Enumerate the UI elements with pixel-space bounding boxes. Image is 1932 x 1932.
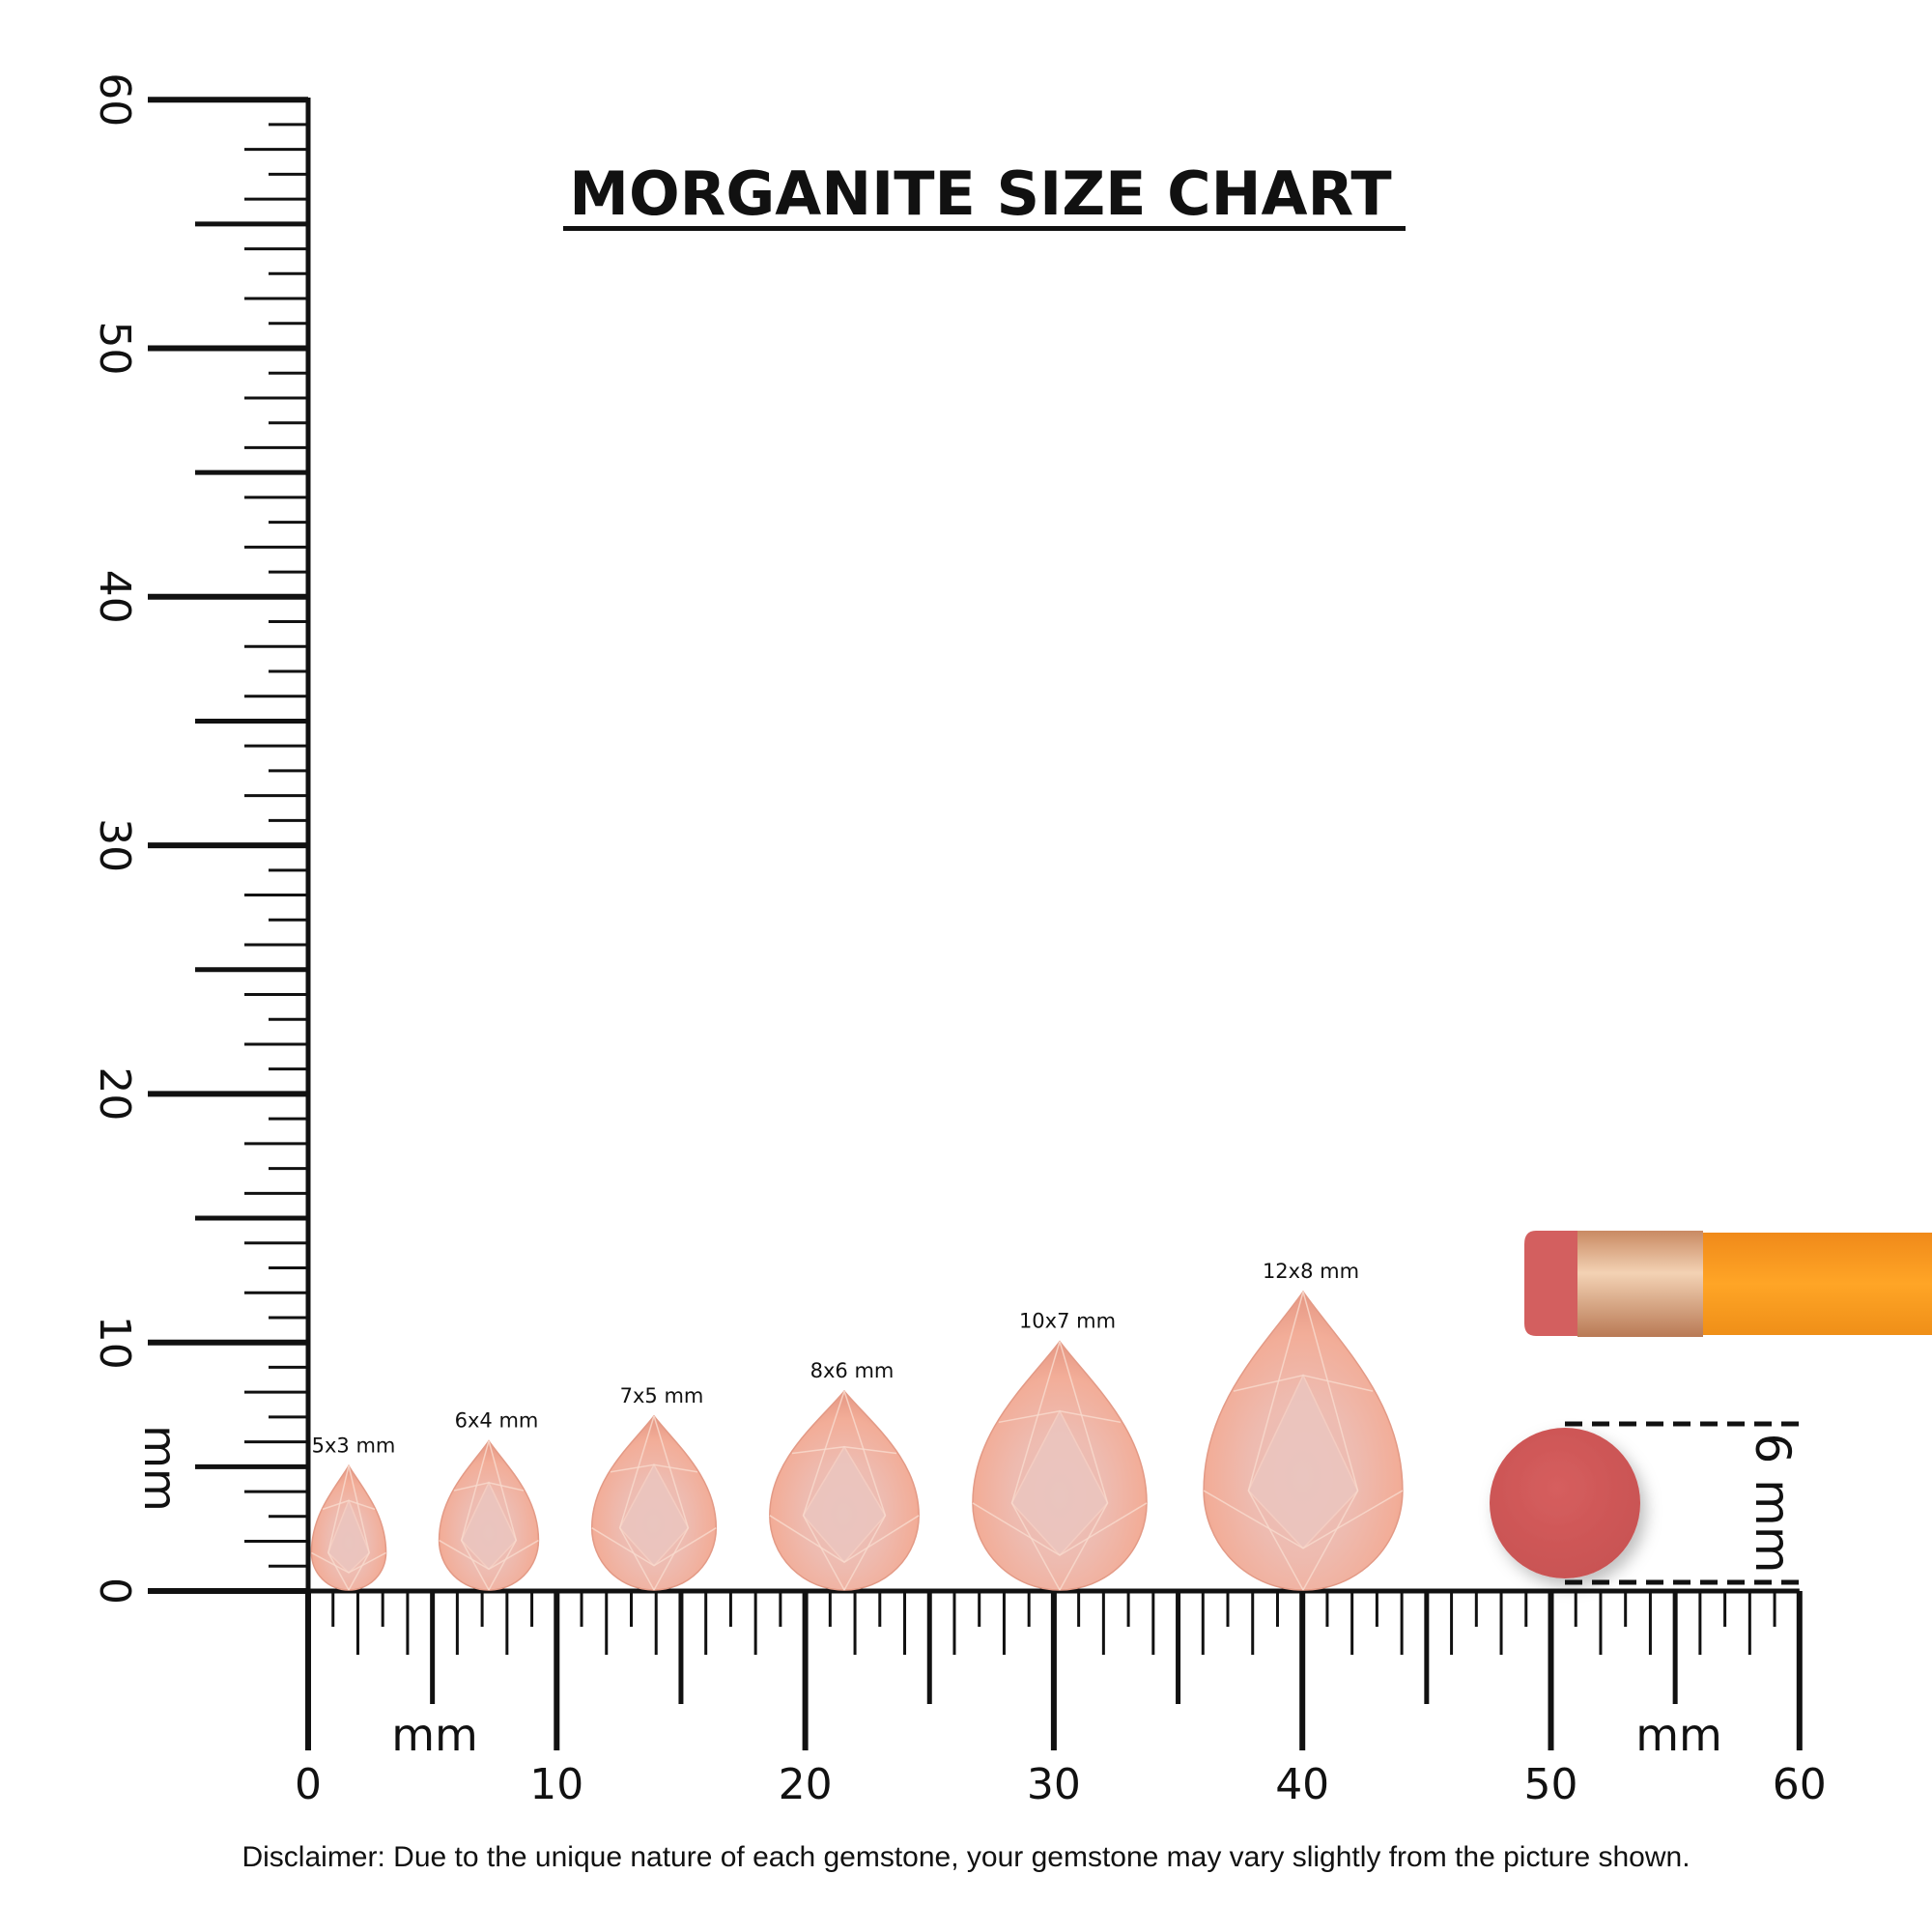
gem-facet-line — [653, 1415, 690, 1528]
horizontal-tick-label: 20 — [779, 1760, 833, 1809]
gem-facet-line — [802, 1390, 845, 1517]
gem-facet-line — [348, 1551, 386, 1574]
gem-facet-line — [618, 1527, 655, 1591]
vertical-tick-label: 0 — [90, 1577, 139, 1605]
gem-facet-line — [653, 1463, 698, 1473]
vertical-tick-label: 10 — [90, 1316, 139, 1370]
gem-facet-line — [1059, 1502, 1109, 1591]
gem-facet-line — [460, 1440, 490, 1541]
gem-facet-line — [1302, 1292, 1359, 1492]
gem-row: 5x3 mm 6x4 mm 7x5 mm 8x6 mm 10x7 mm 12x8 mm — [310, 1260, 1404, 1591]
gem-facet-line — [1302, 1490, 1404, 1549]
gem-table-facet — [1010, 1409, 1109, 1557]
gem-size-label: 10x7 mm — [1019, 1310, 1116, 1333]
gem-facet-line — [453, 1482, 490, 1492]
gem-size-label: 5x3 mm — [312, 1434, 396, 1457]
gem-facet-line — [1233, 1374, 1304, 1392]
gem-facet-line — [1247, 1292, 1304, 1492]
vertical-tick-label: 30 — [90, 818, 139, 872]
gem-facet-line — [1010, 1502, 1061, 1591]
pencil-body — [1700, 1233, 1932, 1335]
gemstone-12x8mm: 12x8 mm — [1203, 1260, 1404, 1591]
gem-facet-line — [1059, 1341, 1109, 1504]
gem-facet-line — [348, 1552, 370, 1591]
horizontal-tick-label: 60 — [1773, 1760, 1827, 1809]
gem-facet-line — [1203, 1490, 1304, 1549]
gem-facet-line — [348, 1499, 376, 1511]
eraser-reference-circle — [1490, 1428, 1640, 1578]
chart-title: MORGANITE SIZE CHART — [569, 158, 1391, 229]
gem-facet-line — [327, 1552, 350, 1591]
gem-facet-line — [843, 1515, 887, 1591]
gem-facet-line — [791, 1446, 845, 1455]
horizontal-tick-label: 50 — [1524, 1760, 1578, 1809]
pencil — [1524, 1231, 1932, 1337]
gem-facet-line — [348, 1465, 370, 1553]
gem-facet-line — [1302, 1374, 1374, 1392]
gemstone-10x7mm: 10x7 mm — [972, 1310, 1148, 1591]
gem-table-facet — [327, 1498, 371, 1575]
gem-facet-line — [488, 1539, 539, 1571]
horizontal-unit-label-right: mm — [1635, 1709, 1722, 1761]
gemstone-5x3mm: 5x3 mm — [310, 1434, 396, 1591]
gem-facet-line — [1059, 1410, 1122, 1424]
gem-facet-line — [653, 1527, 717, 1567]
gem-facet-line — [843, 1390, 887, 1517]
gemstone-6x4mm: 6x4 mm — [438, 1409, 540, 1591]
vertical-tick-label: 50 — [90, 322, 139, 376]
gem-facet-line — [1010, 1341, 1061, 1504]
pencil-ferrule — [1577, 1231, 1703, 1337]
gem-facet-line — [1059, 1502, 1148, 1556]
gem-facet-line — [653, 1527, 690, 1591]
gem-facet-line — [1302, 1490, 1359, 1591]
reference-size-label: 6 mm — [1745, 1433, 1801, 1573]
gemstone-8x6mm: 8x6 mm — [769, 1359, 920, 1591]
gem-facet-line — [610, 1463, 655, 1473]
horizontal-unit-label-left: mm — [391, 1709, 478, 1761]
gem-facet-line — [322, 1499, 350, 1511]
gem-size-label: 8x6 mm — [810, 1359, 895, 1382]
horizontal-tick-label: 0 — [295, 1760, 322, 1809]
pencil-eraser-tip — [1524, 1231, 1577, 1336]
vertical-tick-label: 40 — [90, 570, 139, 624]
horizontal-tick-label: 40 — [1275, 1760, 1329, 1809]
horizontal-tick-label: 30 — [1027, 1760, 1081, 1809]
gem-facet-line — [972, 1502, 1061, 1556]
horizontal-tick-label: 10 — [529, 1760, 583, 1809]
gem-facet-line — [461, 1540, 490, 1591]
title-underline — [563, 226, 1406, 231]
gem-table-facet — [460, 1481, 518, 1571]
vertical-ruler: 0 10 20 30 40 50 60 — [90, 72, 311, 1605]
disclaimer: Disclaimer: Due to the unique nature of … — [242, 1841, 1690, 1873]
gem-facet-line — [488, 1540, 517, 1591]
gem-facet-line — [802, 1515, 845, 1591]
gem-facet-line — [998, 1410, 1061, 1424]
gem-facet-line — [591, 1527, 655, 1567]
gem-facet-line — [769, 1515, 845, 1563]
gemstone-7x5mm: 7x5 mm — [590, 1384, 718, 1591]
gem-facet-line — [311, 1551, 350, 1574]
gem-facet-line — [439, 1539, 490, 1571]
vertical-tick-label: 20 — [90, 1066, 139, 1121]
gem-facet-line — [618, 1415, 655, 1528]
gem-facet-line — [843, 1446, 897, 1455]
gem-size-label: 12x8 mm — [1263, 1260, 1359, 1283]
vertical-unit-label: mm — [134, 1425, 186, 1512]
gem-size-label: 6x4 mm — [455, 1409, 539, 1433]
gem-size-label: 7x5 mm — [620, 1384, 704, 1407]
gem-facet-line — [843, 1515, 920, 1563]
vertical-tick-label: 60 — [90, 72, 139, 127]
gem-facet-line — [1247, 1490, 1304, 1591]
horizontal-ruler: 0 10 20 30 40 50 60 — [295, 1588, 1827, 1809]
gem-facet-line — [488, 1440, 518, 1541]
gem-facet-line — [327, 1465, 350, 1553]
gem-facet-line — [488, 1482, 525, 1492]
